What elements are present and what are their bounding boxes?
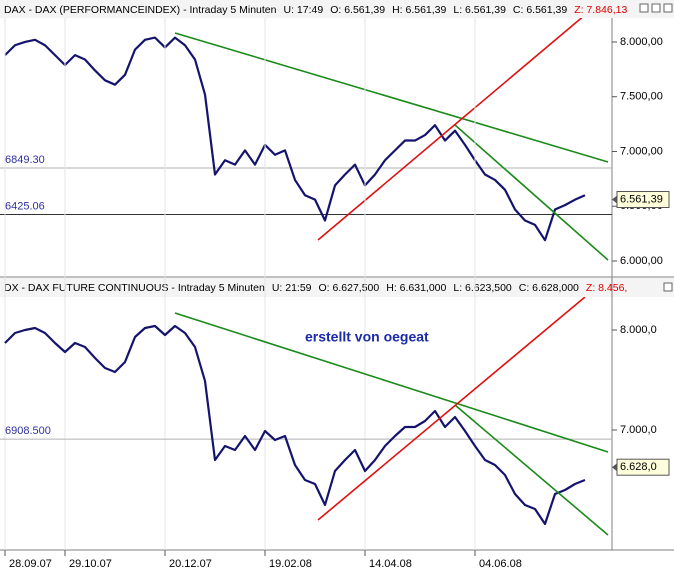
button[interactable]	[651, 3, 661, 13]
header-item: DAX - DAX (PERFORMANCEINDEX) - Intraday …	[4, 4, 277, 16]
trend-line	[317, 297, 586, 521]
header-item: O: 6.561,39	[330, 4, 385, 16]
annotation: erstellt von oegeat	[305, 329, 429, 345]
header-item: C: 6.628,000	[519, 282, 579, 294]
last-value-label: 6.561,39	[620, 193, 663, 205]
panel-header: DX - DAX FUTURE CONTINUOUS - Intraday 5 …	[4, 282, 627, 294]
trend-line	[174, 32, 609, 163]
y-tick-label: 8.000,00	[620, 36, 663, 48]
trend-line	[454, 404, 609, 536]
header-item: H: 6.561,39	[392, 4, 446, 16]
header-item: U: 17:49	[283, 4, 323, 16]
x-tick-label: 14.04.08	[369, 558, 412, 570]
y-tick-label: 7.000,00	[620, 145, 663, 157]
header-item: Z: 8.456,	[586, 282, 627, 294]
header-bar	[0, 278, 674, 297]
header-item: U: 21:59	[272, 282, 312, 294]
reference-label: 6425.06	[5, 200, 45, 212]
x-tick-label: 29.10.07	[69, 558, 112, 570]
price-line	[4, 36, 586, 242]
header-item: DX - DAX FUTURE CONTINUOUS - Intraday 5 …	[4, 282, 265, 294]
last-value-arrow	[612, 195, 617, 204]
button[interactable]	[663, 3, 673, 13]
reference-label: 6908.500	[5, 425, 51, 437]
reference-label: 6849.30	[5, 154, 45, 166]
x-tick-label: 20.12.07	[169, 558, 212, 570]
header-item: H: 6.631,000	[386, 282, 446, 294]
last-value-arrow	[612, 463, 617, 472]
trend-line	[317, 18, 583, 241]
header-item: Z: 7.846,13	[574, 4, 627, 16]
trend-line	[174, 312, 609, 453]
x-tick-label: 28.09.07	[9, 558, 52, 570]
header-item: L: 6.623,500	[453, 282, 512, 294]
header-item: C: 6.561,39	[513, 4, 567, 16]
header-bar	[0, 0, 674, 18]
header-item: O: 6.627,500	[319, 282, 380, 294]
plot-layer: DAX - DAX (PERFORMANCEINDEX) - Intraday …	[0, 4, 670, 570]
y-tick-label: 6.000,00	[620, 255, 663, 267]
last-value-label: 6.628,0	[620, 461, 657, 473]
y-tick-label: 7.500,00	[620, 91, 663, 103]
price-line	[4, 324, 586, 526]
x-tick-label: 04.06.08	[479, 558, 522, 570]
button[interactable]	[639, 3, 649, 13]
x-tick-label: 19.02.08	[269, 558, 312, 570]
header-item: L: 6.561,39	[453, 4, 506, 16]
panel-header: DAX - DAX (PERFORMANCEINDEX) - Intraday …	[4, 4, 627, 16]
trend-line	[454, 124, 609, 261]
y-tick-label: 8.000,0	[620, 324, 657, 336]
window-buttons[interactable]	[639, 3, 673, 292]
y-tick-label: 7.000,0	[620, 424, 657, 436]
button[interactable]	[663, 282, 673, 292]
